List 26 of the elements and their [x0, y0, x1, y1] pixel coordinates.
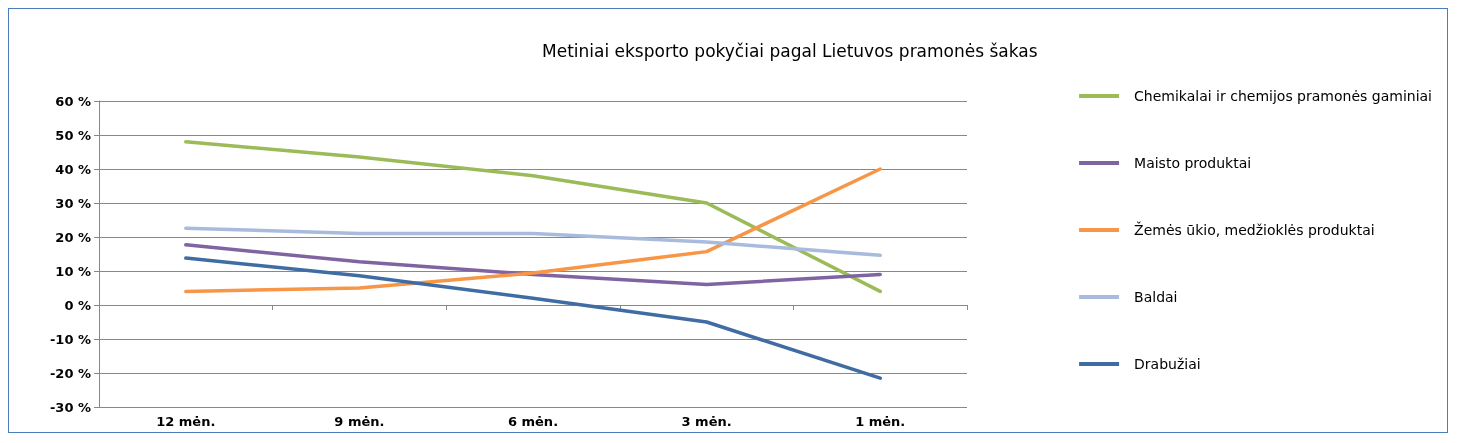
y-tick-label: -20 %: [49, 365, 91, 381]
legend-label: Chemikalai ir chemijos pramonės gaminiai: [1134, 88, 1433, 104]
line-series: [184, 167, 882, 294]
chart-title: Metiniai eksporto pokyčiai pagal Lietuvos pramonės šakas: [542, 40, 1038, 61]
line-series: [184, 140, 882, 294]
legend-label: Maisto produktai: [1134, 155, 1252, 171]
y-tick-label: 0 %: [64, 297, 91, 313]
legend-label: Žemės ūkio, medžioklės produktai: [1134, 221, 1375, 238]
legend-label: Baldai: [1134, 289, 1178, 305]
y-tick-label: 20 %: [55, 229, 91, 245]
line-series: [184, 226, 882, 258]
y-tick-label: 50 %: [55, 127, 91, 143]
x-tick-label: 6 mėn.: [507, 414, 559, 429]
y-tick-label: -10 %: [49, 331, 91, 347]
x-tick-label: 12 mėn.: [156, 414, 216, 429]
x-tick-label: 3 mėn.: [681, 414, 732, 429]
y-tick-label: 30 %: [55, 195, 91, 211]
y-tick-label: 10 %: [55, 263, 91, 279]
line-series: [184, 243, 882, 287]
y-tick-label: 60 %: [55, 93, 91, 109]
x-tick-label: 1 mėn.: [855, 414, 906, 429]
y-tick-label: -30 %: [49, 399, 91, 415]
legend-label: Drabužiai: [1134, 356, 1201, 372]
line-series: [184, 256, 882, 380]
y-tick-label: 40 %: [55, 161, 91, 177]
x-tick-label: 9 mėn.: [334, 414, 385, 429]
